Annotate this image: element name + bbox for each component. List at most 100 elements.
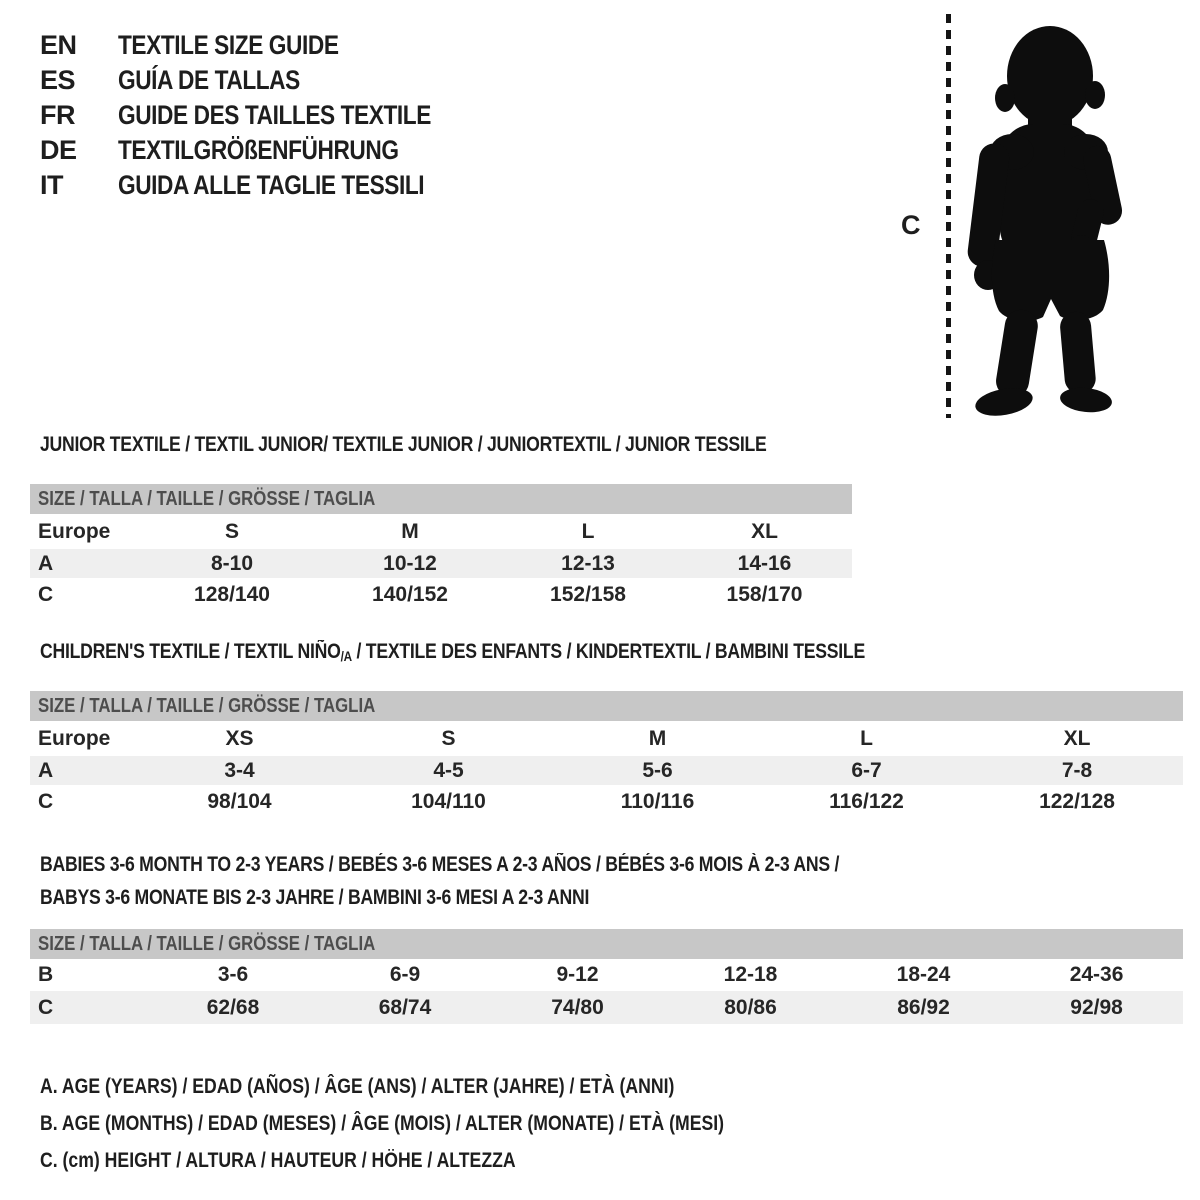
babies-title-line2-wrap: BABYS 3-6 MONATE BIS 2-3 JAHRE / BAMBINI…	[40, 881, 991, 914]
babies-title-line1-wrap: BABIES 3-6 MONTH TO 2-3 YEARS / BEBÉS 3-…	[40, 848, 991, 881]
size-cell: 152/158	[550, 583, 626, 606]
size-header-cell: SIZE / TALLA / TAILLE / GRÖSSE / TAGLIA	[30, 484, 853, 514]
size-cell: S	[441, 726, 456, 750]
table-row: Europe S M L XL	[30, 514, 852, 549]
language-header: EN TEXTILE SIZE GUIDE ES GUÍA DE TALLAS …	[40, 28, 491, 203]
size-header-text: SIZE / TALLA / TAILLE / GRÖSSE / TAGLIA	[38, 932, 376, 955]
size-cell: 104/110	[411, 790, 486, 813]
children-title-subscript: /A	[340, 648, 353, 664]
size-cell: 14-16	[677, 549, 853, 578]
lang-code: IT	[40, 170, 64, 200]
lang-label: GUIDE DES TAILLES TEXTILE	[118, 100, 431, 130]
lang-row-fr: FR GUIDE DES TAILLES TEXTILE	[40, 98, 491, 133]
row-label-cell: Europe	[38, 726, 111, 750]
lang-code: ES	[40, 65, 76, 95]
size-header-cell: SIZE / TALLA / TAILLE / GRÖSSE / TAGLIA	[30, 691, 1184, 721]
size-cell: 98/104	[207, 790, 272, 813]
size-cell: M	[648, 726, 667, 750]
size-cell: 3-4	[135, 756, 344, 785]
size-cell: 10-12	[321, 549, 499, 578]
size-cell: 140/152	[372, 583, 448, 606]
size-cell: 92/98	[1010, 991, 1184, 1024]
toddler-silhouette-icon	[967, 26, 1123, 416]
lang-code: DE	[40, 135, 77, 165]
babies-size-table: SIZE / TALLA / TAILLE / GRÖSSE / TAGLIA …	[30, 929, 1184, 1024]
lang-row-es: ES GUÍA DE TALLAS	[40, 63, 491, 98]
table-header-row: SIZE / TALLA / TAILLE / GRÖSSE / TAGLIA	[30, 484, 853, 514]
table-header-row: SIZE / TALLA / TAILLE / GRÖSSE / TAGLIA	[30, 691, 1184, 721]
size-cell: 86/92	[837, 991, 1010, 1024]
lang-code: FR	[40, 100, 76, 130]
table-header-row: SIZE / TALLA / TAILLE / GRÖSSE / TAGLIA	[30, 929, 1184, 959]
row-label-cell: A	[30, 756, 135, 785]
size-cell: 62/68	[147, 991, 319, 1024]
size-cell: L	[581, 519, 595, 543]
children-title-text: CHILDREN'S TEXTILE / TEXTIL NIÑO/A / TEX…	[40, 640, 865, 664]
size-cell: 116/122	[829, 790, 904, 813]
legend-line-b: B. AGE (MONTHS) / EDAD (MESES) / ÂGE (MO…	[40, 1105, 854, 1142]
lang-label: GUÍA DE TALLAS	[118, 65, 300, 95]
legend-text-a: A. AGE (YEARS) / EDAD (AÑOS) / ÂGE (ANS)…	[40, 1074, 675, 1098]
size-cell: 4-5	[344, 756, 553, 785]
babies-title-line2: BABYS 3-6 MONATE BIS 2-3 JAHRE / BAMBINI…	[40, 886, 590, 909]
babies-section-title: BABIES 3-6 MONTH TO 2-3 YEARS / BEBÉS 3-…	[40, 848, 991, 914]
measurement-legend: A. AGE (YEARS) / EDAD (AÑOS) / ÂGE (ANS)…	[40, 1068, 854, 1179]
size-cell: 9-12	[556, 963, 599, 986]
size-cell: 128/140	[194, 583, 270, 606]
size-cell: 7-8	[971, 756, 1184, 785]
size-cell: S	[224, 519, 239, 543]
size-cell: 12-13	[499, 549, 677, 578]
row-label-cell: C	[30, 991, 147, 1024]
table-row: A 8-10 10-12 12-13 14-16	[30, 549, 853, 578]
table-row: C 98/104 104/110 110/116 116/122 122/128	[30, 785, 1183, 819]
lang-code: EN	[40, 30, 77, 60]
height-measure-dashed-line	[946, 14, 951, 418]
legend-line-c: C. (cm) HEIGHT / ALTURA / HAUTEUR / HÖHE…	[40, 1142, 854, 1179]
size-cell: 3-6	[217, 963, 249, 986]
children-title-main: CHILDREN'S TEXTILE / TEXTIL NIÑO	[40, 640, 341, 663]
junior-title-text: JUNIOR TEXTILE / TEXTIL JUNIOR/ TEXTILE …	[40, 433, 767, 456]
junior-size-table: SIZE / TALLA / TAILLE / GRÖSSE / TAGLIA …	[30, 484, 853, 612]
children-title-rest: / TEXTILE DES ENFANTS / KINDERTEXTIL / B…	[351, 640, 866, 663]
lang-label: GUIDA ALLE TAGLIE TESSILI	[118, 170, 425, 200]
size-cell: 158/170	[726, 583, 803, 606]
size-cell: 6-9	[389, 963, 421, 986]
size-header-cell: SIZE / TALLA / TAILLE / GRÖSSE / TAGLIA	[30, 929, 1184, 959]
lang-row-it: IT GUIDA ALLE TAGLIE TESSILI	[40, 168, 491, 203]
children-section-title: CHILDREN'S TEXTILE / TEXTIL NIÑO/A / TEX…	[40, 640, 1022, 664]
table-row: A 3-4 4-5 5-6 6-7 7-8	[30, 756, 1184, 785]
size-cell: 18-24	[896, 963, 951, 986]
lang-row-de: DE TEXTILGRÖßENFÜHRUNG	[40, 133, 491, 168]
children-size-table: SIZE / TALLA / TAILLE / GRÖSSE / TAGLIA …	[30, 691, 1184, 819]
size-cell: 122/128	[1039, 790, 1115, 813]
legend-text-c: C. (cm) HEIGHT / ALTURA / HAUTEUR / HÖHE…	[40, 1148, 516, 1172]
lang-label: TEXTILGRÖßENFÜHRUNG	[118, 135, 399, 165]
size-cell: 12-18	[723, 963, 778, 986]
row-label-cell: C	[38, 583, 54, 606]
junior-section-title: JUNIOR TEXTILE / TEXTIL JUNIOR/ TEXTILE …	[40, 433, 905, 457]
table-row: Europe XS S M L XL	[30, 721, 1183, 756]
legend-line-a: A. AGE (YEARS) / EDAD (AÑOS) / ÂGE (ANS)…	[40, 1068, 854, 1105]
size-cell: 74/80	[491, 991, 664, 1024]
size-cell: L	[860, 726, 873, 750]
size-header-text: SIZE / TALLA / TAILLE / GRÖSSE / TAGLIA	[38, 694, 376, 717]
table-row: B 3-6 6-9 9-12 12-18 18-24 24-36	[30, 959, 1183, 991]
size-cell: 68/74	[319, 991, 491, 1024]
size-cell: 8-10	[143, 549, 321, 578]
lang-row-en: EN TEXTILE SIZE GUIDE	[40, 28, 491, 63]
measure-label-c: C	[901, 210, 921, 240]
size-header-text: SIZE / TALLA / TAILLE / GRÖSSE / TAGLIA	[38, 487, 376, 510]
babies-title-line1: BABIES 3-6 MONTH TO 2-3 YEARS / BEBÉS 3-…	[40, 853, 840, 876]
table-row: C 62/68 68/74 74/80 80/86 86/92 92/98	[30, 991, 1184, 1024]
row-label-cell: A	[30, 549, 143, 578]
size-cell: M	[401, 519, 419, 543]
legend-text-b: B. AGE (MONTHS) / EDAD (MESES) / ÂGE (MO…	[40, 1111, 725, 1135]
table-row: C 128/140 140/152 152/158 158/170	[30, 578, 852, 612]
size-cell: XL	[1063, 726, 1091, 750]
size-cell: 6-7	[762, 756, 971, 785]
lang-label: TEXTILE SIZE GUIDE	[118, 30, 339, 60]
size-cell: 110/116	[620, 790, 695, 813]
size-cell: 24-36	[1069, 963, 1124, 986]
size-cell: XS	[225, 726, 254, 750]
